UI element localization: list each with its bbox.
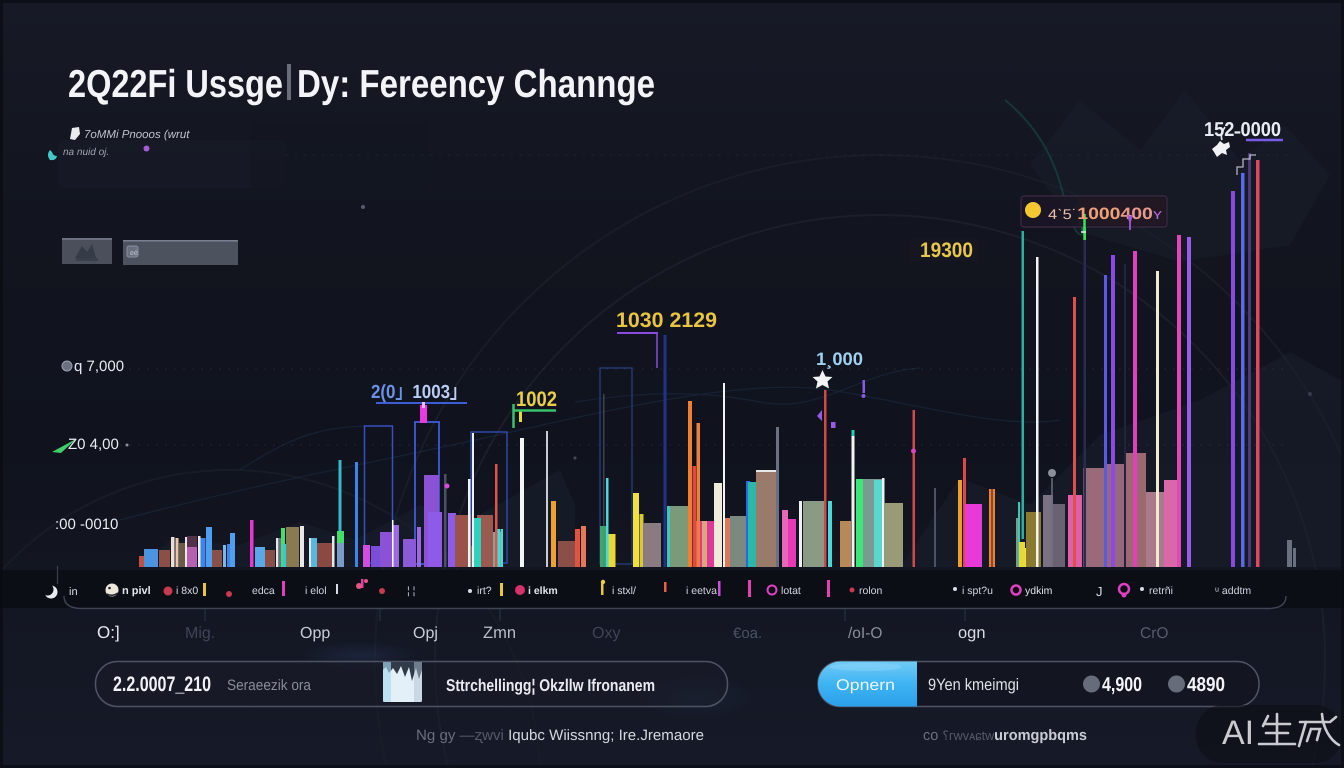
- svg-text:Seraeezik ora: Seraeezik ora: [227, 677, 312, 694]
- svg-text:edca: edca: [252, 585, 275, 597]
- svg-text:ydkim: ydkim: [1025, 585, 1053, 597]
- svg-text:Dy: Fereency Channge: Dy: Fereency Channge: [297, 63, 655, 106]
- svg-text:O:]: O:]: [97, 623, 120, 642]
- svg-text:AI: AI: [1222, 714, 1254, 752]
- svg-text:in: in: [69, 586, 78, 598]
- svg-text:i elkm: i elkm: [528, 585, 558, 597]
- svg-text:na nuid oj.: na nuid oj.: [63, 147, 109, 158]
- svg-text::00 -0010: :00 -0010: [55, 516, 118, 533]
- svg-text:retrñi: retrñi: [1149, 585, 1173, 597]
- svg-text:Oxy: Oxy: [592, 625, 620, 642]
- svg-text:J: J: [1096, 584, 1103, 599]
- svg-text:Sttrchellingg¦ Okzllw Ifronane: Sttrchellingg¦ Okzllw Ifronanem: [446, 676, 655, 695]
- svg-text:4,900: 4,900: [1102, 674, 1142, 696]
- svg-text:2Q22Fi Ussge: 2Q22Fi Ussge: [68, 63, 283, 106]
- svg-text:9Yen kmeimgi: 9Yen kmeimgi: [928, 676, 1019, 694]
- svg-text:152˗0000: 152˗0000: [1204, 119, 1281, 141]
- svg-text:1¸000: 1¸000: [816, 349, 863, 369]
- svg-text:CrO: CrO: [1140, 625, 1168, 642]
- svg-text:ᵘ addtm: ᵘ addtm: [1215, 585, 1251, 597]
- svg-text:q 7,000: q 7,000: [74, 358, 124, 375]
- svg-text:i 8x0: i 8x0: [176, 585, 198, 597]
- svg-text:lotat: lotat: [781, 585, 801, 597]
- svg-text:i spt?u: i spt?u: [962, 585, 993, 597]
- svg-text:n pivl: n pivl: [122, 585, 151, 597]
- svg-text:1030 2129: 1030 2129: [616, 309, 717, 332]
- svg-text:Opp: Opp: [300, 625, 330, 642]
- svg-text:Zmn: Zmn: [483, 624, 516, 642]
- svg-text:ogn: ogn: [958, 624, 986, 642]
- svg-text:2.2.0007_210: 2.2.0007_210: [113, 673, 211, 696]
- svg-text:19300: 19300: [920, 239, 973, 262]
- svg-text:i elol: i elol: [305, 585, 327, 597]
- svg-text:Opj: Opj: [413, 625, 438, 642]
- svg-text:Opnern: Opnern: [836, 677, 895, 694]
- svg-text:i stxl/: i stxl/: [612, 585, 636, 597]
- svg-text:co ⸮гwvᴀɕtwuromgpbqms: co ⸮гwvᴀɕtwuromgpbqms: [923, 727, 1087, 744]
- svg-text:4890: 4890: [1187, 674, 1225, 696]
- svg-text:7oMMi Pnooos (wrut: 7oMMi Pnooos (wrut: [84, 129, 190, 141]
- svg-text:€oa.: €oa.: [733, 625, 762, 642]
- svg-text:rolon: rolon: [859, 585, 883, 597]
- svg-text:/oI-O: /oI-O: [848, 625, 882, 642]
- svg-text:1002: 1002: [516, 388, 557, 411]
- svg-text:2(0」1003」: 2(0」1003」: [371, 382, 467, 403]
- svg-text:Ng gy —ʐwvi Iqubc Wiissnng; Ir: Ng gy —ʐwvi Iqubc Wiissnng; Ire.Jremaore: [416, 727, 704, 744]
- svg-text:¦ ¦: ¦ ¦: [407, 585, 415, 597]
- svg-text:irt?: irt?: [477, 585, 492, 597]
- svg-text:eé: eé: [130, 249, 138, 257]
- svg-text:i eetva: i eetva: [686, 585, 717, 597]
- svg-text:Z0 4,00: Z0 4,00: [68, 436, 119, 453]
- svg-text:Mig.: Mig.: [185, 625, 215, 642]
